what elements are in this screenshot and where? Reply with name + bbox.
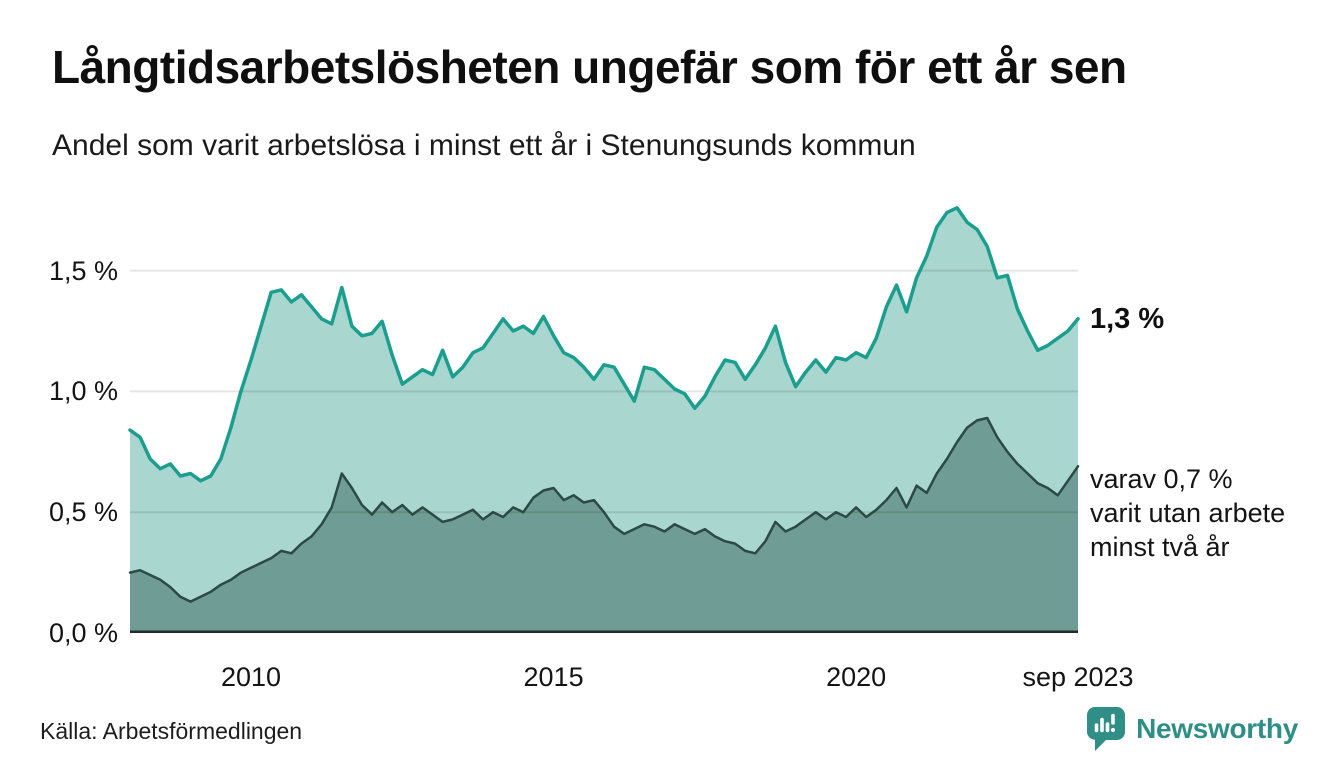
annotation-line: minst två år (1090, 532, 1230, 563)
brand-name: Newsworthy (1136, 713, 1298, 744)
y-axis-label: 0,5 % (48, 497, 118, 528)
x-axis-label: 2015 (523, 662, 584, 692)
series2-annotation: varav 0,7 % varit utan arbete minst två … (1090, 462, 1285, 564)
y-axis-label: 1,0 % (48, 376, 118, 407)
source-credit: Källa: Arbetsförmedlingen (40, 718, 303, 744)
y-axis-label: 0,0 % (48, 618, 118, 648)
page-title: Långtidsarbetslösheten ungefär som för e… (52, 41, 1127, 93)
newsworthy-bubble-icon (1087, 707, 1126, 751)
series-area-2 (130, 418, 1078, 633)
chart-subtitle: Andel som varit arbetslösa i minst ett å… (52, 129, 916, 162)
series-line-2 (128, 416, 1080, 603)
series-line-1 (128, 206, 1080, 483)
x-axis-label: 2010 (220, 662, 282, 692)
x-axis-label: 2020 (826, 662, 887, 692)
area-chart (128, 206, 1080, 634)
x-axis-label: sep 2023 (1022, 662, 1134, 692)
annotation-line: varit utan arbete (1090, 498, 1286, 529)
newsworthy-logo: Newsworthy (1086, 706, 1298, 752)
y-axis-label: 1,5 % (48, 255, 118, 286)
annotation-line: varav 0,7 % (1090, 464, 1233, 495)
series-end-value-label: 1,3 % (1090, 302, 1165, 335)
